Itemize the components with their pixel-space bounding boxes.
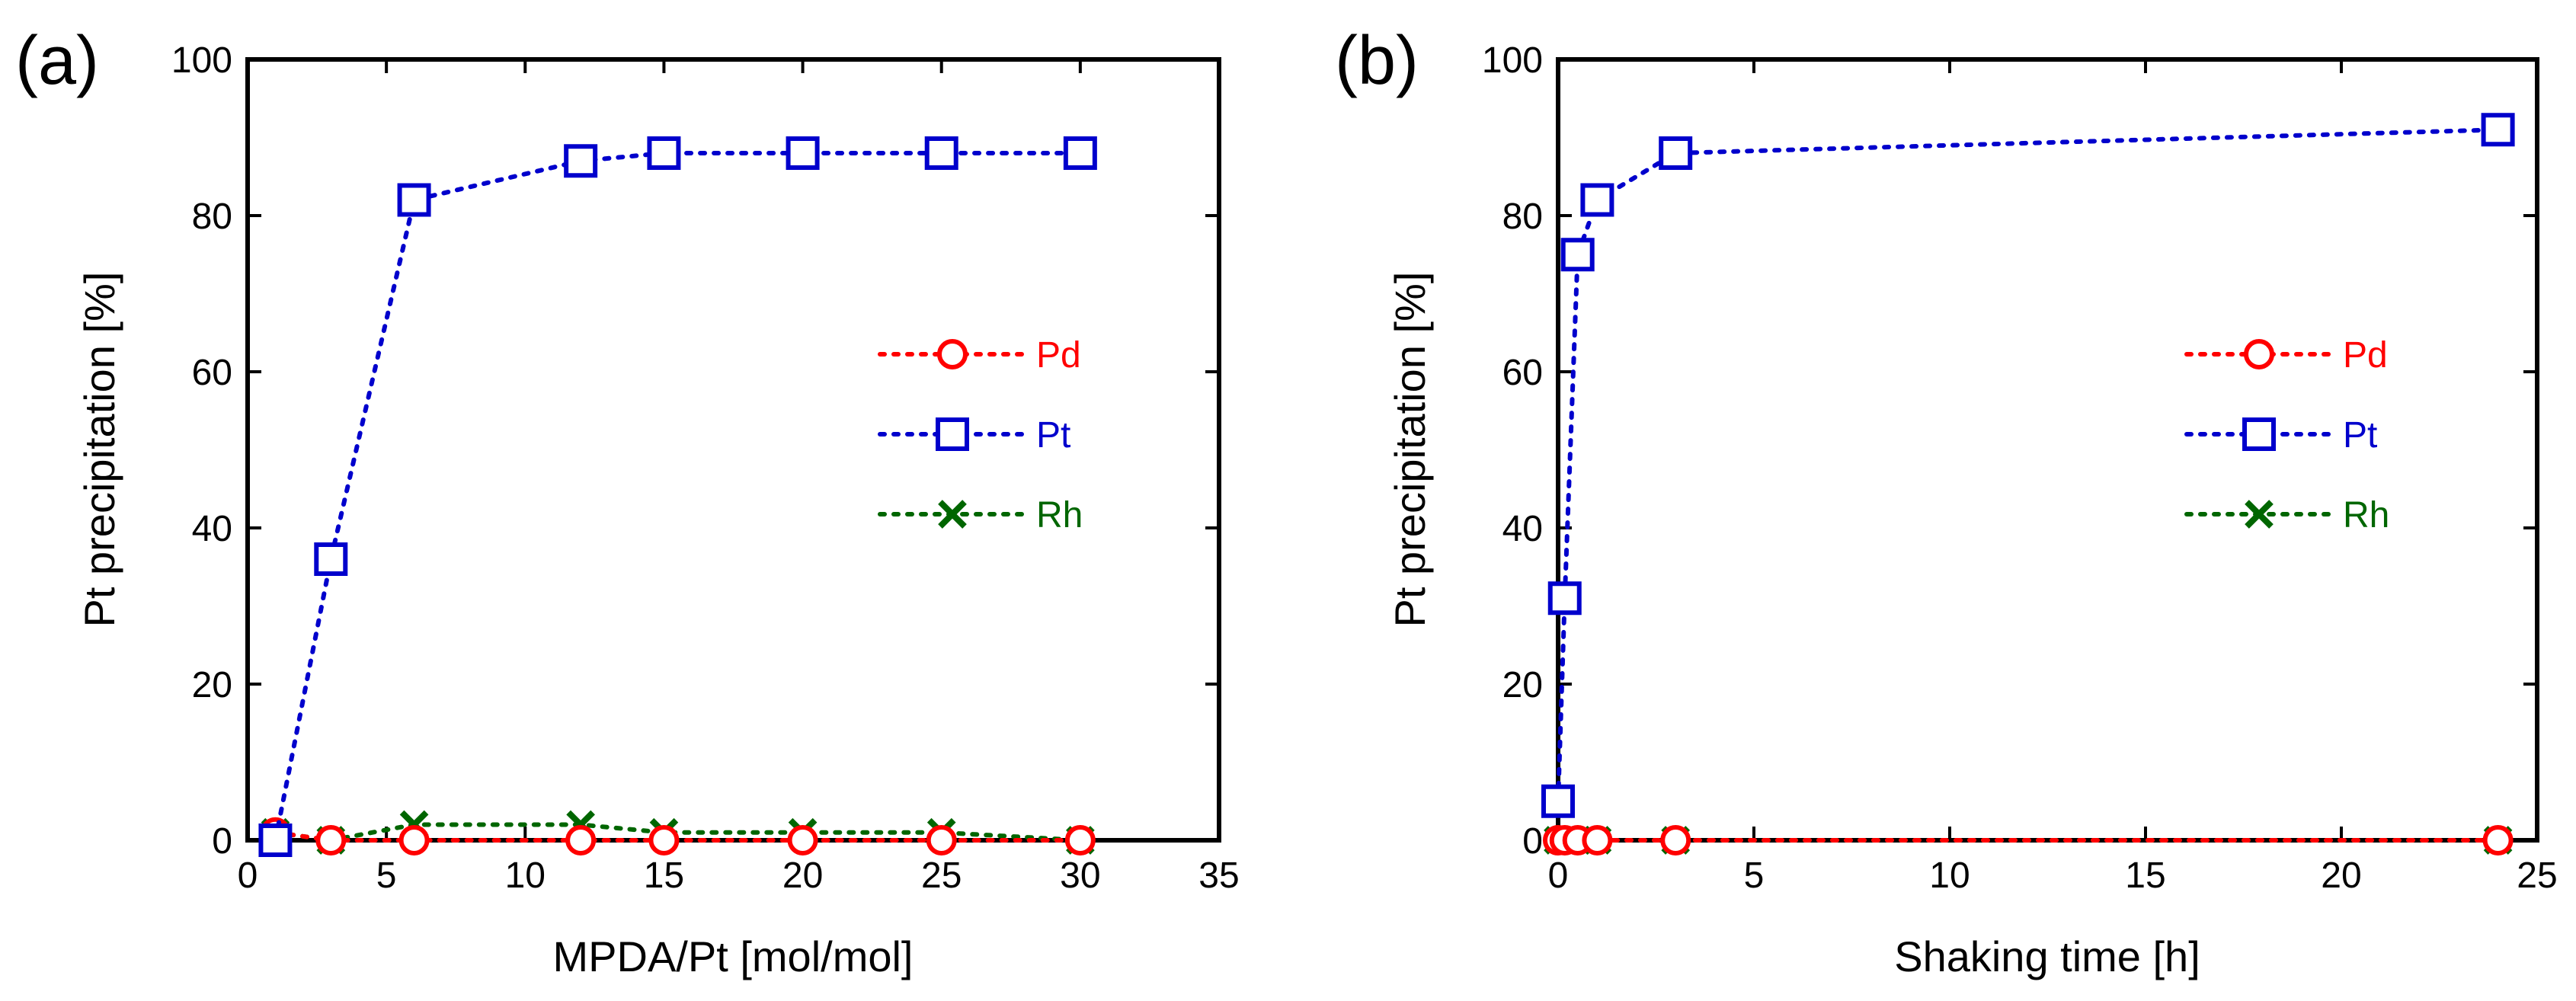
data-point-pd bbox=[1582, 825, 1613, 855]
legend-marker-pt bbox=[936, 417, 969, 451]
data-point-pt bbox=[1580, 183, 1614, 217]
panel-b-label: (b) bbox=[1335, 23, 1419, 99]
data-point-pt bbox=[1541, 784, 1575, 818]
x-tick-label: 5 bbox=[1744, 855, 1765, 896]
legend-label-pd: Pd bbox=[2343, 335, 2388, 376]
data-point-pd bbox=[1660, 825, 1691, 855]
panel-a-y-ticks: 0 20 40 60 80 100 bbox=[171, 40, 1219, 862]
data-point-pd bbox=[2482, 825, 2514, 855]
legend-label-rh: Rh bbox=[2343, 495, 2389, 536]
y-tick-label: 0 bbox=[212, 821, 232, 862]
y-tick-label: 40 bbox=[192, 509, 232, 549]
legend-marker-rh bbox=[938, 500, 967, 529]
panel-a-legend: Pd Pt Rh bbox=[878, 335, 1083, 536]
x-tick-label: 25 bbox=[2517, 855, 2557, 896]
legend-label-pd: Pd bbox=[1036, 335, 1081, 376]
y-tick-label: 100 bbox=[171, 40, 232, 81]
data-point-pd bbox=[565, 825, 597, 855]
series-line-pt bbox=[273, 151, 1083, 843]
data-point-pt bbox=[1560, 238, 1595, 272]
panel-a-label: (a) bbox=[15, 23, 99, 99]
data-point-pt bbox=[1063, 136, 1097, 170]
data-point-pt bbox=[1547, 581, 1582, 616]
x-tick-label: 5 bbox=[376, 855, 397, 896]
panel-b: (b) Shaking time [h] Pt precipitation [%… bbox=[1335, 23, 2558, 980]
data-point-pd bbox=[926, 825, 957, 855]
x-tick-label: 15 bbox=[644, 855, 684, 896]
panel-b-y-axis-title: Pt precipitation [%] bbox=[1386, 272, 1434, 628]
panel-b-x-axis-title: Shaking time [h] bbox=[1894, 932, 2200, 980]
data-point-pt bbox=[258, 824, 293, 857]
panel-a-plot-frame bbox=[245, 57, 1221, 843]
x-tick-label: 25 bbox=[921, 855, 962, 896]
y-tick-label: 0 bbox=[1522, 821, 1543, 862]
panel-b-x-ticks: 0 5 10 15 20 25 bbox=[1548, 59, 2558, 896]
panel-b-plot-frame bbox=[1556, 57, 2539, 843]
x-tick-label: 0 bbox=[238, 855, 258, 896]
panel-a-x-ticks: 0 5 10 15 20 25 30 35 bbox=[238, 59, 1240, 896]
y-tick-label: 80 bbox=[1502, 197, 1543, 237]
data-point-pd bbox=[315, 825, 347, 855]
data-point-pd bbox=[787, 825, 818, 855]
panel-a-y-axis-title: Pt precipitation [%] bbox=[75, 272, 123, 628]
data-point-pd bbox=[398, 825, 430, 855]
data-point-pt bbox=[2481, 113, 2515, 147]
data-point-pt bbox=[1659, 136, 1693, 170]
x-tick-label: 10 bbox=[1929, 855, 1970, 896]
legend-label-pt: Pt bbox=[1036, 415, 1070, 456]
x-tick-label: 30 bbox=[1060, 855, 1100, 896]
data-point-pt bbox=[314, 542, 348, 576]
x-tick-label: 10 bbox=[505, 855, 546, 896]
x-tick-label: 20 bbox=[2321, 855, 2361, 896]
y-tick-label: 100 bbox=[1482, 40, 1543, 81]
legend-marker-pt bbox=[2242, 417, 2276, 451]
x-tick-label: 15 bbox=[2125, 855, 2165, 896]
panel-a-series bbox=[258, 136, 1097, 857]
legend-marker-pd bbox=[937, 339, 968, 369]
panel-a-x-axis-title: MPDA/Pt [mol/mol] bbox=[553, 932, 914, 980]
legend-marker-pd bbox=[2244, 339, 2274, 369]
data-point-pt bbox=[924, 136, 958, 170]
legend-label-rh: Rh bbox=[1036, 495, 1083, 536]
x-tick-label: 35 bbox=[1198, 855, 1239, 896]
y-tick-label: 40 bbox=[1502, 509, 1543, 549]
legend-marker-rh bbox=[2245, 500, 2274, 529]
y-tick-label: 20 bbox=[192, 665, 232, 705]
x-tick-label: 0 bbox=[1548, 855, 1569, 896]
panel-b-legend: Pd Pt Rh bbox=[2184, 335, 2389, 536]
y-tick-label: 60 bbox=[1502, 353, 1543, 393]
x-tick-label: 20 bbox=[782, 855, 823, 896]
panel-a: (a) MPDA/Pt [mol/mol] Pt precipitation [… bbox=[15, 23, 1240, 980]
y-tick-label: 60 bbox=[192, 353, 232, 393]
data-point-pt bbox=[786, 136, 820, 170]
series-line-pt bbox=[1556, 127, 2501, 804]
panel-b-y-ticks: 0 20 40 60 80 100 bbox=[1482, 40, 2537, 862]
y-tick-label: 20 bbox=[1502, 665, 1543, 705]
data-point-pt bbox=[647, 136, 681, 170]
data-point-pt bbox=[564, 144, 598, 178]
legend-label-pt: Pt bbox=[2343, 415, 2377, 456]
data-point-pd bbox=[1064, 825, 1096, 855]
data-point-pt bbox=[397, 183, 431, 217]
data-point-pd bbox=[648, 825, 680, 855]
y-tick-label: 80 bbox=[192, 197, 232, 237]
panel-b-series bbox=[1541, 113, 2515, 855]
